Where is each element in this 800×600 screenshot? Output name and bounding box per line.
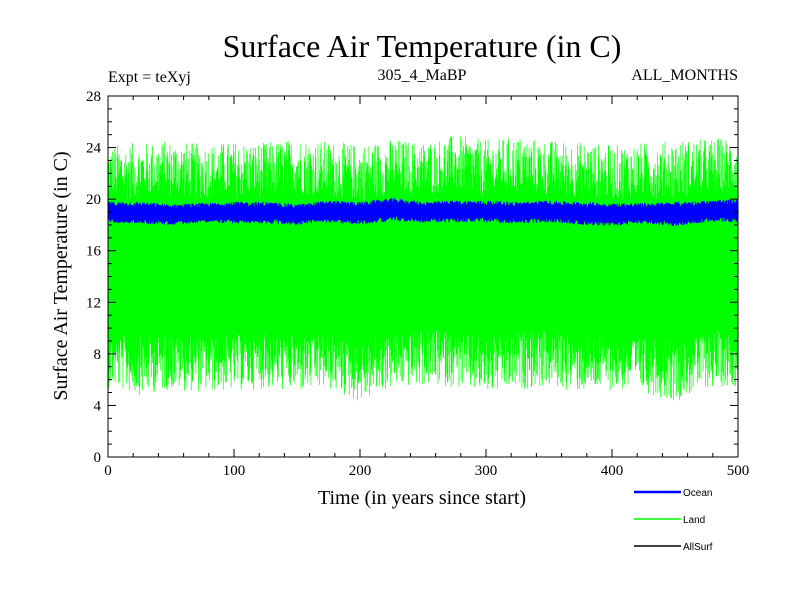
legend-label-ocean: Ocean xyxy=(683,488,712,499)
x-tick-label: 0 xyxy=(104,463,112,479)
series-line-land xyxy=(107,136,739,401)
legend: Ocean Land AllSurf xyxy=(634,488,713,553)
y-tick-label: 20 xyxy=(86,192,101,208)
x-tick-label: 300 xyxy=(475,463,498,479)
x-tick-label: 500 xyxy=(727,463,750,479)
chart-subtitle-left: Expt = teXyj xyxy=(108,69,191,86)
y-tick-label: 0 xyxy=(94,450,102,466)
x-tick-label: 100 xyxy=(223,463,246,479)
x-tick-label: 200 xyxy=(349,463,372,479)
x-tick-label: 400 xyxy=(601,463,624,479)
chart-title: Surface Air Temperature (in C) xyxy=(223,28,622,64)
y-tick-label: 28 xyxy=(86,89,101,105)
y-tick-label: 8 xyxy=(94,347,102,363)
chart-subtitle-center: 305_4_MaBP xyxy=(378,67,467,84)
y-tick-label: 4 xyxy=(94,398,102,414)
x-axis-label: Time (in years since start) xyxy=(318,487,526,509)
y-tick-label: 16 xyxy=(86,244,102,260)
legend-label-allsurf: AllSurf xyxy=(683,542,713,553)
y-tick-label: 12 xyxy=(86,295,101,311)
series-line-ocean xyxy=(107,197,739,226)
chart-subtitle-right: ALL_MONTHS xyxy=(631,67,738,84)
plot-data-area xyxy=(107,136,739,401)
y-tick-label: 24 xyxy=(86,141,102,157)
legend-label-land: Land xyxy=(683,515,705,526)
axes: 0 100 200 300 400 500 0 4 8 12 16 20 24 28 xyxy=(86,89,749,479)
y-axis-label: Surface Air Temperature (in C) xyxy=(50,151,72,400)
